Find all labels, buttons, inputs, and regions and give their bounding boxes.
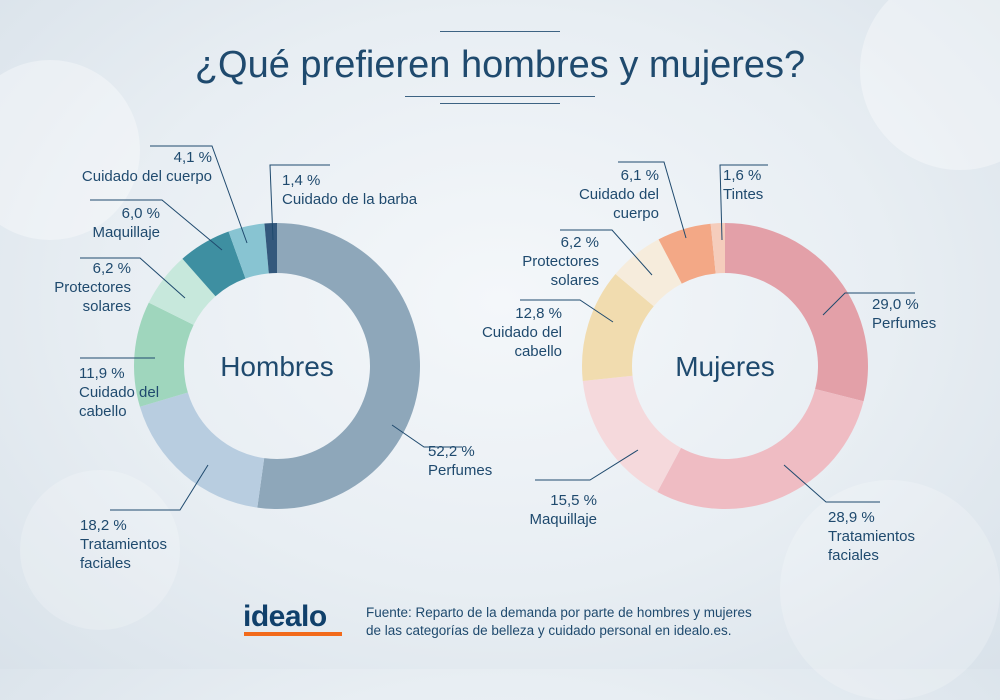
mujeres-leader-perfumes (822, 292, 915, 316)
mujeres-leader-cuidado-del-cuerpo (618, 161, 687, 239)
hombres-slice-maquillaje (182, 231, 246, 297)
mujeres-slice-protectores-solares (615, 239, 682, 307)
mujeres-label-cuidado-del-cabello: 12,8 % Cuidado del cabello (482, 305, 562, 360)
hombres-leader-maquillaje (90, 199, 223, 251)
mujeres-slice-tratamientos-faciales (657, 388, 864, 509)
hombres-center-title: Hombres (220, 351, 334, 382)
hombres-label-cuidado-del-cuerpo: 4,1 % Cuidado del cuerpo (82, 149, 212, 185)
hombres-label-tratamientos-faciales: 18,2 % Tratamientos faciales (80, 517, 167, 572)
mujeres-label-perfumes: 29,0 % Perfumes (872, 296, 936, 332)
source-line-2: de las categorías de belleza y cuidado p… (366, 623, 732, 638)
title-rule-bottom-2 (440, 103, 560, 104)
hombres-leader-perfumes (391, 424, 462, 448)
title-rule-bottom-1 (405, 96, 595, 97)
hombres-leader-tratamientos-faciales (110, 464, 209, 511)
mujeres-center-title: Mujeres (675, 351, 775, 382)
mujeres-label-tintes: 1,6 % Tintes (723, 167, 763, 203)
mujeres-leader-cuidado-del-cabello (520, 299, 614, 323)
source-line-1: Fuente: Reparto de la demanda por parte … (366, 605, 752, 620)
hombres-slice-cuidado-de-la-barba (264, 223, 277, 274)
mujeres-label-cuidado-del-cuerpo: 6,1 % Cuidado del cuerpo (579, 167, 659, 222)
hombres-donut: 52,2 % Perfumes 18,2 % Tratamientos faciales… (54, 145, 492, 572)
mujeres-leader-tratamientos-faciales (783, 464, 880, 503)
mujeres-label-tratamientos-faciales: 28,9 % Tratamientos faciales (828, 509, 915, 564)
hombres-slice-protectores-solares (148, 258, 216, 325)
hombres-slice-perfumes (257, 223, 420, 510)
title-rule-top (440, 31, 560, 32)
mujeres-slice-perfumes (725, 223, 868, 402)
hombres-label-cuidado-del-cabello: 11,9 % Cuidado del cabello (79, 365, 159, 420)
hombres-slice-cuidado-del-cabello (134, 302, 194, 407)
hombres-label-perfumes: 52,2 % Perfumes (428, 443, 492, 479)
hombres-leader-protectores-solares (80, 257, 186, 299)
charts-canvas: 52,2 % Perfumes 18,2 % Tratamientos faciales… (54, 145, 936, 572)
mujeres-slice-cuidado-del-cuerpo (658, 223, 716, 284)
mujeres-donut: 29,0 % Perfumes 28,9 % Tratamientos faciales… (482, 161, 936, 564)
hombres-label-cuidado-de-la-barba: 1,4 % Cuidado de la barba (282, 172, 418, 208)
hombres-label-maquillaje: 6,0 % Maquillaje (92, 205, 160, 241)
mujeres-label-protectores-solares: 6,2 % Protectores solares (522, 234, 599, 289)
mujeres-leader-protectores-solares (560, 229, 653, 276)
idealo-logo: idealo (243, 600, 327, 633)
mujeres-leader-maquillaje (535, 449, 639, 481)
logo-underline (244, 632, 342, 636)
mujeres-label-maquillaje: 15,5 % Maquillaje (529, 492, 597, 528)
mujeres-leader-tintes (719, 164, 768, 241)
hombres-slice-tratamientos-faciales (139, 392, 265, 508)
hombres-label-protectores-solares: 6,2 % Protectores solares (54, 260, 131, 315)
mujeres-slice-maquillaje (582, 375, 682, 492)
hombres-leader-cuidado-de-la-barba (269, 164, 330, 241)
mujeres-slice-cuidado-del-cabello (582, 274, 654, 382)
source-note: Fuente: Reparto de la demanda por parte … (366, 604, 752, 640)
chart-title: ¿Qué prefieren hombres y mujeres? (194, 44, 806, 86)
hombres-slice-cuidado-del-cuerpo (228, 223, 269, 279)
hombres-leader-cuidado-del-cuerpo (150, 145, 248, 244)
